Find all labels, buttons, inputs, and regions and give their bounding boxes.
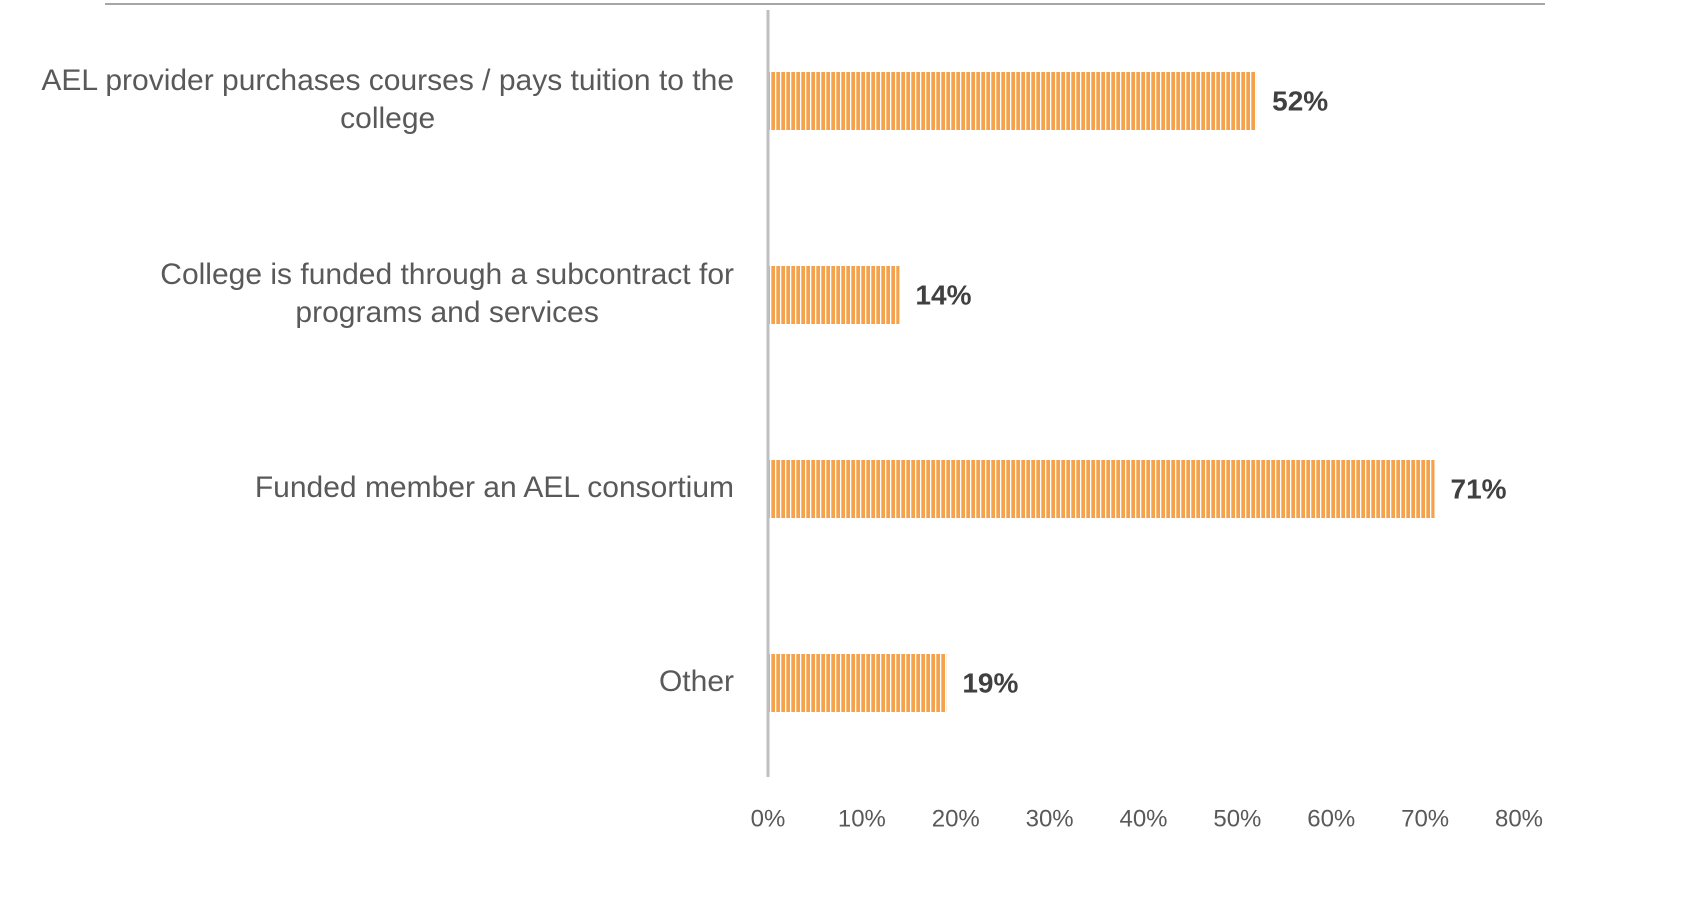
x-tick-label: 10% xyxy=(838,805,886,832)
category-label: AEL provider purchases courses / pays tu… xyxy=(41,64,734,135)
x-tick-label: 70% xyxy=(1401,805,1449,832)
data-label: 14% xyxy=(915,279,971,310)
category-label-line: College is funded through a subcontract … xyxy=(160,258,734,291)
bars-group xyxy=(768,72,1435,712)
x-tick-label: 60% xyxy=(1307,805,1355,832)
bar xyxy=(768,654,947,712)
bar xyxy=(768,266,900,324)
data-label: 19% xyxy=(962,667,1018,698)
x-tick-label: 0% xyxy=(751,805,786,832)
category-label: Other xyxy=(659,665,734,698)
x-tick-label: 50% xyxy=(1213,805,1261,832)
category-labels-group: AEL provider purchases courses / pays tu… xyxy=(41,64,734,698)
x-tick-label: 20% xyxy=(932,805,980,832)
category-label: College is funded through a subcontract … xyxy=(160,258,734,329)
category-label-line: Other xyxy=(659,665,734,698)
x-tick-label: 30% xyxy=(1026,805,1074,832)
category-label-line: Funded member an AEL consortium xyxy=(255,471,734,504)
x-tick-label: 40% xyxy=(1119,805,1167,832)
bar xyxy=(768,460,1435,518)
category-label-line: college xyxy=(340,102,435,135)
category-label-line: programs and services xyxy=(295,296,598,329)
x-axis-tick-labels: 0% 10% 20% 30% 40% 50% 60% 70% 80% xyxy=(751,805,1543,832)
category-label-line: AEL provider purchases courses / pays tu… xyxy=(41,64,734,97)
category-label: Funded member an AEL consortium xyxy=(255,471,734,504)
x-tick-label: 80% xyxy=(1495,805,1543,832)
bar xyxy=(768,72,1257,130)
data-label: 71% xyxy=(1451,473,1507,504)
data-label: 52% xyxy=(1272,85,1328,116)
data-labels-group: 52% 14% 71% 19% xyxy=(915,85,1506,698)
